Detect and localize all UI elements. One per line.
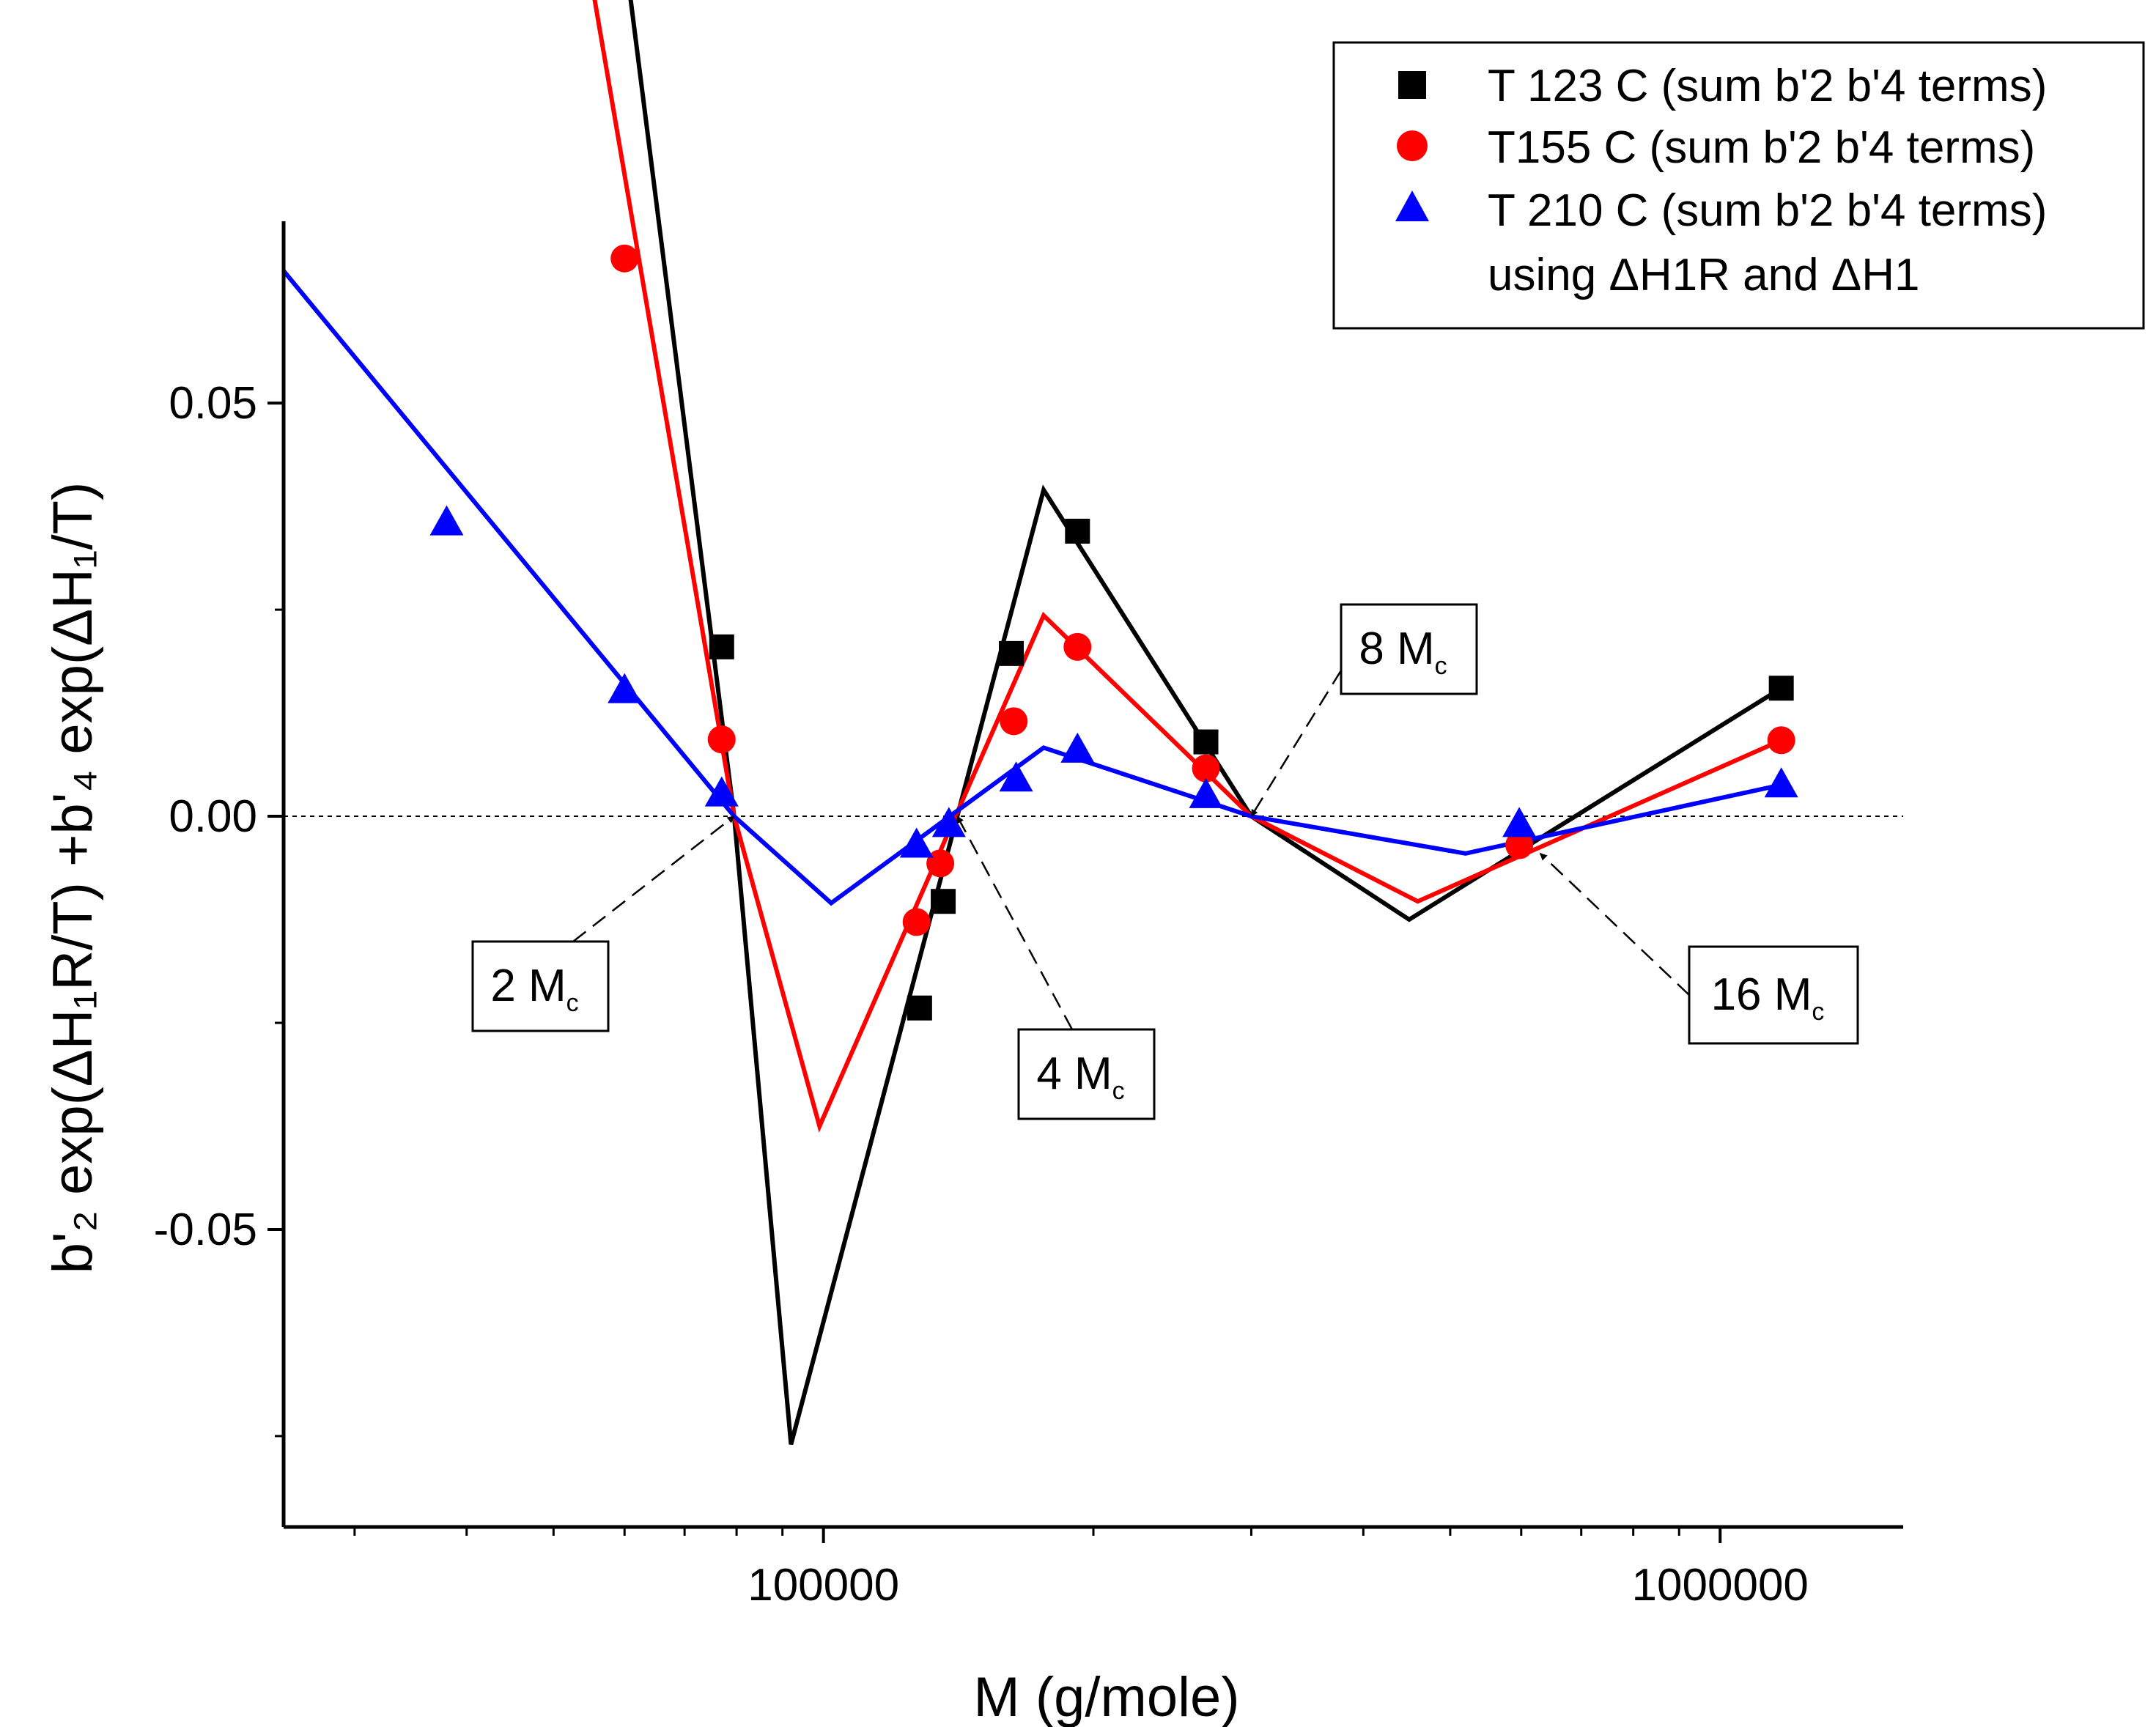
data-point-series-2: [704, 776, 739, 807]
data-point-series-1: [707, 725, 736, 754]
fit-line-series-2: [284, 269, 1782, 906]
data-point-series-2: [1764, 767, 1798, 798]
data-point-series-0: [1193, 729, 1219, 755]
legend-marker-triangle: [1395, 191, 1429, 221]
legend: T 123 C (sum b'2 b'4 terms) T155 C (sum …: [1332, 41, 2145, 330]
callout-box: [471, 940, 610, 1032]
legend-marker-square: [1398, 71, 1426, 99]
data-point-series-0: [931, 889, 956, 914]
callout-box: [1340, 603, 1478, 695]
data-point-series-0: [907, 995, 932, 1021]
callout-arrow: [572, 816, 735, 942]
data-point-series-2: [429, 505, 464, 536]
data-point-series-2: [1502, 807, 1537, 837]
data-point-series-2: [931, 807, 966, 837]
data-points-layer: [429, 244, 1798, 1021]
legend-label-155c: T155 C (sum b'2 b'4 terms): [1488, 122, 2035, 173]
y-tick-label: 0.05: [169, 378, 257, 429]
data-point-series-1: [1505, 831, 1534, 859]
x-tick-label: 100000: [747, 1560, 899, 1610]
callout-label: 4 Mc: [1036, 1049, 1124, 1105]
x-tick-label: 1000000: [1632, 1560, 1809, 1610]
data-point-series-2: [1060, 732, 1095, 763]
legend-note: using ΔH1R and ΔH1: [1488, 250, 1919, 300]
data-point-series-1: [1000, 707, 1028, 736]
callout-arrow: [1539, 852, 1690, 996]
callout-label: 16 Mc: [1711, 969, 1825, 1026]
data-point-series-1: [610, 244, 639, 273]
callout-arrow: [956, 816, 1074, 1030]
ticks-layer: -0.05 0.00 0.05 100000 1000000: [154, 378, 1809, 1610]
data-point-series-1: [1192, 754, 1220, 783]
data-point-series-0: [1065, 518, 1090, 544]
data-point-series-1: [902, 908, 931, 936]
x-axis-title: M (g/mole): [973, 1666, 1239, 1727]
data-point-series-0: [1768, 676, 1794, 701]
legend-label-123c: T 123 C (sum b'2 b'4 terms): [1488, 61, 2047, 111]
callouts-layer: 2 Mc 4 Mc 8 Mc 16 Mc: [471, 603, 1859, 1120]
callout-arrow: [1250, 670, 1343, 817]
callout-label: 2 Mc: [490, 961, 578, 1017]
data-point-series-2: [608, 673, 642, 703]
y-tick-label: 0.00: [169, 791, 257, 842]
data-point-series-1: [926, 849, 955, 878]
data-point-series-2: [1189, 777, 1223, 808]
data-point-series-1: [1063, 632, 1092, 661]
legend-box: [1332, 41, 2145, 330]
data-point-series-2: [999, 761, 1033, 792]
legend-label-210c: T 210 C (sum b'2 b'4 terms): [1488, 185, 2047, 236]
callout-box: [1017, 1028, 1156, 1120]
y-axis-title: b'₂ exp(ΔH₁R/T) +b'₄ exp(ΔH₁/T): [42, 482, 104, 1274]
callout-box: [1688, 945, 1859, 1045]
legend-marker-circle: [1397, 130, 1428, 161]
y-tick-label: -0.05: [154, 1205, 257, 1255]
data-point-series-2: [899, 827, 934, 858]
data-point-series-0: [999, 640, 1025, 666]
data-point-series-0: [709, 634, 734, 659]
axes: [281, 221, 1903, 1529]
callout-label: 8 Mc: [1359, 624, 1447, 680]
data-point-series-1: [1767, 726, 1795, 755]
